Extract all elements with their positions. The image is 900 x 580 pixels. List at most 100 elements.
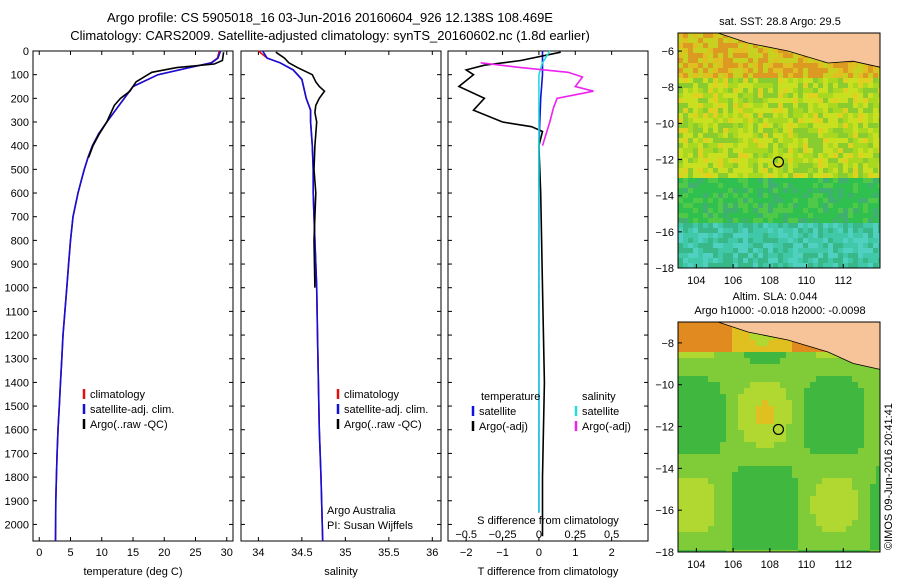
sla-map-title-line1: Altim. SLA: 0.044 xyxy=(732,291,818,303)
salinity-legend-label: Argo(..raw -QC) xyxy=(344,419,422,431)
depth-tick-label: 1900 xyxy=(5,496,29,508)
sla-map-xtick-label: 110 xyxy=(798,559,816,571)
difference-top-tick-label: −0.5 xyxy=(455,529,477,541)
sst-map-ytick-label: −6 xyxy=(661,46,674,58)
salinity-xtick-label: 35.5 xyxy=(378,547,399,559)
sla-map-ytick-label: −10 xyxy=(655,380,674,392)
depth-tick-label: 600 xyxy=(11,188,29,200)
depth-tick-label: 1700 xyxy=(5,448,29,460)
chart-title-line2: Climatology: CARS2009. Satellite-adjuste… xyxy=(70,28,590,43)
copyright-stamp: ©IMOS 09-Jun-2016 20:41:41 xyxy=(883,403,895,550)
legend-temp-label: Argo(-adj) xyxy=(479,421,528,433)
sla-map-frame xyxy=(677,321,881,553)
footer-pi: PI: Susan Wijffels xyxy=(327,520,413,532)
sst-map-ytick-label: −8 xyxy=(661,82,674,94)
temperature-xtick-label: 30 xyxy=(221,547,233,559)
sst-map-xtick-label: 108 xyxy=(761,275,779,287)
depth-tick-label: 1400 xyxy=(5,377,29,389)
sla-map-argo-marker xyxy=(772,423,785,436)
salinity-legend-label: climatology xyxy=(344,389,400,401)
temperature-xtick-label: 10 xyxy=(96,547,108,559)
difference-xlabel-top: S difference from climatology xyxy=(477,515,619,527)
difference-xtick-label: −1 xyxy=(496,547,509,559)
depth-tick-label: 100 xyxy=(11,70,29,82)
temperature-xtick-label: 20 xyxy=(158,547,170,559)
depth-tick-label: 900 xyxy=(11,259,29,271)
sst-map-title: sat. SST: 28.8 Argo: 29.5 xyxy=(719,16,841,28)
sst-map-xtick-label: 106 xyxy=(724,275,742,287)
depth-tick-label: 1500 xyxy=(5,401,29,413)
sst-map-xtick-label: 110 xyxy=(798,275,816,287)
depth-tick-label: 200 xyxy=(11,93,29,105)
difference-top-tick-label: 0.5 xyxy=(604,529,619,541)
temperature-series-line xyxy=(54,50,221,542)
depth-tick-label: 700 xyxy=(11,212,29,224)
difference-xtick-label: 0 xyxy=(536,547,542,559)
sst-map-ytick-label: −18 xyxy=(655,263,674,275)
depth-tick-label: 1800 xyxy=(5,472,29,484)
sst-map-field xyxy=(678,33,880,268)
depth-tick-label: 1600 xyxy=(5,425,29,437)
salinity-xtick-label: 36 xyxy=(426,547,438,559)
temperature-series-line xyxy=(54,50,222,542)
salinity-frame xyxy=(240,50,442,542)
sla-map-xtick-label: 104 xyxy=(687,559,705,571)
temperature-legend-label: satellite-adj. clim. xyxy=(90,404,174,416)
temperature-xtick-label: 25 xyxy=(189,547,201,559)
sla-map-xtick-label: 106 xyxy=(724,559,742,571)
legend-salinity-title: salinity xyxy=(582,391,616,403)
sst-map-ytick-label: −12 xyxy=(655,155,674,167)
salinity-legend-label: satellite-adj. clim. xyxy=(344,404,428,416)
legend-sal-label: Argo(-adj) xyxy=(582,421,631,433)
sst-map-xtick-label: 104 xyxy=(687,275,705,287)
sla-map-xtick-label: 112 xyxy=(834,559,852,571)
depth-tick-label: 300 xyxy=(11,117,29,129)
difference-xtick-label: 2 xyxy=(609,547,615,559)
sla-map-ytick-label: −16 xyxy=(655,505,674,517)
sla-map-ytick-label: −18 xyxy=(655,547,674,559)
salinity-series-line xyxy=(275,51,326,288)
salinity-xtick-label: 34 xyxy=(252,547,264,559)
depth-tick-label: 800 xyxy=(11,235,29,247)
temperature-xtick-label: 0 xyxy=(36,547,42,559)
difference-frame xyxy=(447,50,649,542)
footer-institution: Argo Australia xyxy=(327,505,396,517)
temperature-xlabel: temperature (deg C) xyxy=(83,566,182,578)
temperature-series-line xyxy=(87,52,225,158)
salinity-series-line xyxy=(257,50,324,542)
sla-map-xtick-label: 108 xyxy=(761,559,779,571)
sst-map-ytick-label: −14 xyxy=(655,191,674,203)
depth-tick-label: 1100 xyxy=(5,306,29,318)
difference-series-line xyxy=(538,50,551,513)
depth-tick-label: 0 xyxy=(23,46,29,58)
temperature-xtick-label: 15 xyxy=(127,547,139,559)
difference-top-tick-label: −0.25 xyxy=(489,529,517,541)
depth-tick-label: 500 xyxy=(11,164,29,176)
temperature-legend-label: climatology xyxy=(90,389,146,401)
difference-xtick-label: −2 xyxy=(460,547,473,559)
legend-temperature-title: temperature xyxy=(481,391,540,403)
salinity-series-line xyxy=(262,50,324,542)
temperature-frame xyxy=(32,50,234,542)
difference-xtick-label: 1 xyxy=(572,547,578,559)
depth-tick-label: 400 xyxy=(11,141,29,153)
sla-map-ytick-label: −12 xyxy=(655,422,674,434)
sla-map-ytick-label: −14 xyxy=(655,463,674,475)
depth-tick-label: 1300 xyxy=(5,354,29,366)
salinity-xtick-label: 34.5 xyxy=(291,547,312,559)
sla-map-ytick-label: −8 xyxy=(661,338,674,350)
difference-xlabel: T difference from climatology xyxy=(478,566,619,578)
salinity-xtick-label: 35 xyxy=(339,547,351,559)
depth-tick-label: 2000 xyxy=(5,519,29,531)
salinity-xlabel: salinity xyxy=(324,566,358,578)
legend-temp-label: satellite xyxy=(479,406,516,418)
temperature-xtick-label: 5 xyxy=(67,547,73,559)
depth-tick-label: 1200 xyxy=(5,330,29,342)
difference-series-line xyxy=(480,62,594,146)
sst-map-ytick-label: −10 xyxy=(655,118,674,130)
sla-map-title-line2: Argo h1000: -0.018 h2000: -0.0098 xyxy=(694,305,866,317)
temperature-legend-label: Argo(..raw -QC) xyxy=(90,419,168,431)
sst-map-argo-marker xyxy=(772,156,785,168)
sst-map-ytick-label: −16 xyxy=(655,227,674,239)
